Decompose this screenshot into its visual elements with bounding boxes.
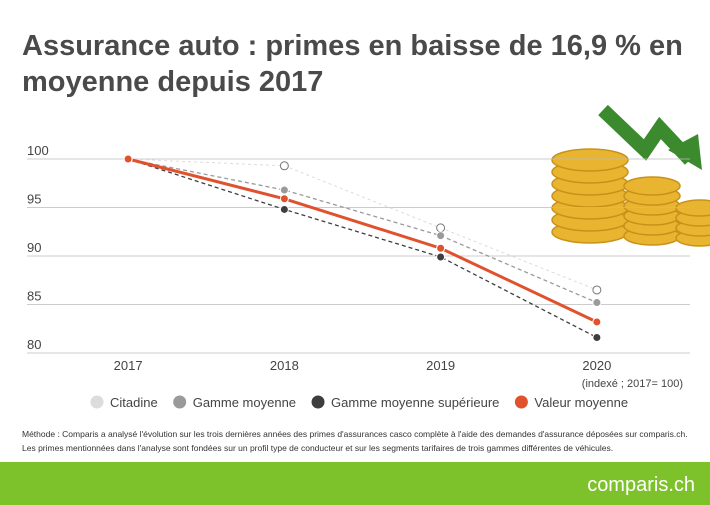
series-line (128, 158, 598, 291)
data-point (592, 332, 602, 342)
index-note: (indexé ; 2017= 100) (582, 378, 683, 390)
y-tick-label: 90 (27, 240, 41, 255)
data-point (592, 298, 602, 308)
series-line (127, 158, 598, 304)
x-tick-label: 2019 (426, 358, 455, 373)
y-tick-label: 85 (27, 289, 41, 304)
decoration (551, 104, 710, 247)
series-line (127, 157, 598, 324)
y-tick-label: 80 (27, 337, 41, 352)
data-point (279, 161, 289, 171)
data-point (592, 317, 602, 327)
data-point (436, 231, 446, 241)
x-tick-label: 2020 (582, 358, 611, 373)
legend-marker (311, 395, 325, 409)
legend-marker (90, 395, 104, 409)
footer-bar (0, 462, 710, 505)
legend-label: Gamme moyenne (193, 395, 296, 410)
legend-label: Gamme moyenne supérieure (331, 395, 499, 410)
brand: comparis.ch (587, 474, 695, 496)
data-point (436, 223, 446, 233)
x-tick-label: 2017 (114, 358, 143, 373)
data-point (436, 243, 446, 253)
series-line (127, 158, 598, 339)
data-point (436, 252, 446, 262)
legend-label: Citadine (110, 395, 158, 410)
x-tick-label: 2018 (270, 358, 299, 373)
data-point (279, 204, 289, 214)
legend-marker (173, 395, 187, 409)
data-point (592, 285, 602, 295)
legend-marker (514, 395, 528, 409)
data-point (123, 154, 133, 164)
data-point (279, 185, 289, 195)
data-point (279, 194, 289, 204)
y-tick-label: 95 (27, 192, 41, 207)
chart-title: Assurance auto : primes en baisse de 16,… (22, 30, 683, 98)
method-text: Méthode : Comparis a analysé l'évolution… (22, 429, 688, 439)
method-text: Les primes mentionnées dans l'analyse so… (22, 443, 613, 453)
legend-label: Valeur moyenne (534, 395, 628, 410)
y-tick-label: 100 (27, 143, 49, 158)
